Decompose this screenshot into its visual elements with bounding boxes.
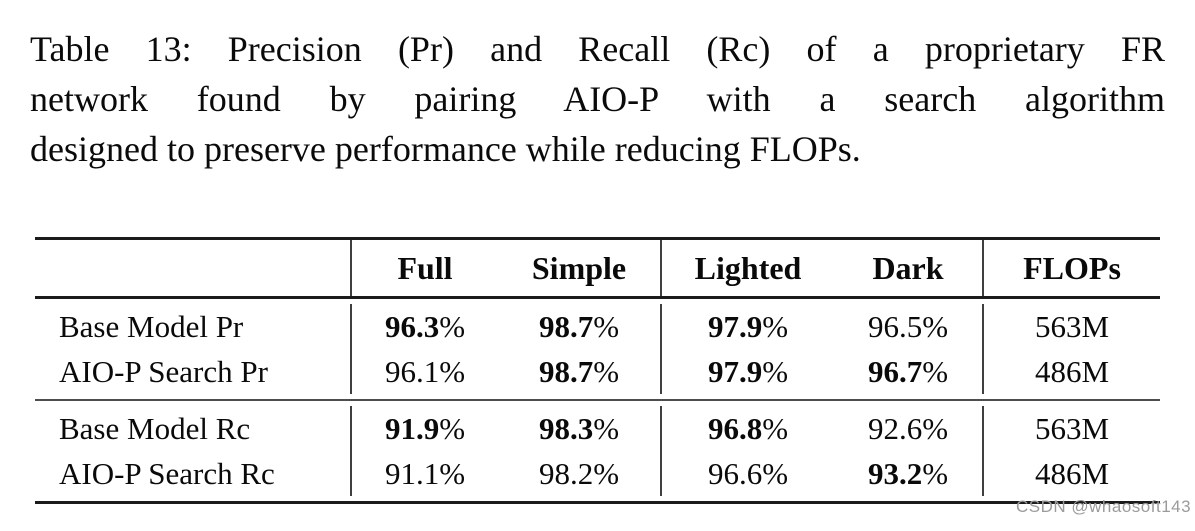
value-number: 98.2 <box>538 455 594 491</box>
percent-sign: % <box>439 308 466 344</box>
value-number: 92.6 <box>867 410 923 446</box>
row-label: Base Model Rc <box>59 410 251 446</box>
header-cell-lighted: Lighted <box>660 240 834 296</box>
table-group-divider-rule <box>35 399 1160 401</box>
value-number: 486M <box>1034 353 1110 389</box>
caption-line-2: network found by pairing AIO-P with a se… <box>30 79 1165 119</box>
value-number: 98.7 <box>538 308 594 344</box>
value-number: 96.8 <box>707 410 763 446</box>
value-number: 96.7 <box>867 353 923 389</box>
value-cell: 98.2% <box>498 451 660 496</box>
percent-sign: % <box>762 455 789 491</box>
percent-sign: % <box>762 308 789 344</box>
percent-sign: % <box>439 410 466 446</box>
header-cell-empty <box>35 240 350 296</box>
value-number: 98.3 <box>538 410 594 446</box>
value-number: 98.7 <box>538 353 594 389</box>
value-number: 97.9 <box>707 308 763 344</box>
value-cell: 98.7% <box>498 304 660 349</box>
header-cell-flops: FLOPs <box>982 240 1160 296</box>
table-top-rule <box>35 237 1160 240</box>
table-header-row: Full Simple Lighted Dark FLOPs <box>35 240 1160 296</box>
percent-sign: % <box>593 455 620 491</box>
percent-sign: % <box>922 308 949 344</box>
percent-sign: % <box>762 353 789 389</box>
row-label: Base Model Pr <box>59 308 244 344</box>
value-cell: 486M <box>982 451 1160 496</box>
value-cell: 91.9% <box>350 406 498 451</box>
row-label: AIO-P Search Rc <box>59 455 275 491</box>
percent-sign: % <box>922 455 949 491</box>
value-number: 96.6 <box>707 455 763 491</box>
percent-sign: % <box>593 353 620 389</box>
header-cell-dark: Dark <box>872 249 944 286</box>
percent-sign: % <box>439 353 466 389</box>
value-cell: 96.1% <box>350 349 498 394</box>
percent-sign: % <box>593 308 620 344</box>
value-cell: 97.9% <box>660 304 834 349</box>
value-cell: 96.6% <box>660 451 834 496</box>
percent-sign: % <box>439 455 466 491</box>
results-table: Full Simple Lighted Dark FLOPs Base Mode… <box>35 237 1160 504</box>
table-header-rule <box>35 296 1160 299</box>
percent-sign: % <box>593 410 620 446</box>
value-cell: 96.8% <box>660 406 834 451</box>
value-cell: 96.5% <box>834 304 982 349</box>
value-number: 93.2 <box>867 455 923 491</box>
value-cell: 92.6% <box>834 406 982 451</box>
percent-sign: % <box>922 410 949 446</box>
value-number: 486M <box>1034 455 1110 491</box>
value-cell: 98.7% <box>498 349 660 394</box>
table-group-recall: Base Model Rc 91.9% 98.3% 96.8% 92.6% 563M AIO… <box>35 401 1160 501</box>
caption-line-1: Table 13: Precision (Pr) and Recall (Rc)… <box>30 29 1165 69</box>
table-bottom-rule <box>35 501 1160 504</box>
value-number: 91.9 <box>384 410 440 446</box>
value-number: 97.9 <box>707 353 763 389</box>
value-number: 96.5 <box>867 308 923 344</box>
table-group-precision: Base Model Pr 96.3% 98.7% 97.9% 96.5% 563M AIO… <box>35 299 1160 399</box>
table-caption: Table 13: Precision (Pr) and Recall (Rc)… <box>30 24 1165 174</box>
value-cell: 486M <box>982 349 1160 394</box>
value-number: 96.3 <box>384 308 440 344</box>
csdn-watermark: CSDN @whaosoft143 <box>1016 497 1192 516</box>
row-label: AIO-P Search Pr <box>59 353 268 389</box>
header-cell-simple: Simple <box>531 249 627 286</box>
value-cell: 98.3% <box>498 406 660 451</box>
value-cell: 93.2% <box>834 451 982 496</box>
value-cell: 563M <box>982 304 1160 349</box>
value-number: 96.1 <box>384 353 440 389</box>
header-cell-full: Full <box>350 240 498 296</box>
value-cell: 97.9% <box>660 349 834 394</box>
value-cell: 563M <box>982 406 1160 451</box>
percent-sign: % <box>922 353 949 389</box>
value-number: 563M <box>1034 410 1110 446</box>
value-number: 91.1 <box>384 455 440 491</box>
value-cell: 96.3% <box>350 304 498 349</box>
value-cell: 91.1% <box>350 451 498 496</box>
caption-line-3: designed to preserve performance while r… <box>30 129 861 169</box>
percent-sign: % <box>762 410 789 446</box>
value-number: 563M <box>1034 308 1110 344</box>
value-cell: 96.7% <box>834 349 982 394</box>
